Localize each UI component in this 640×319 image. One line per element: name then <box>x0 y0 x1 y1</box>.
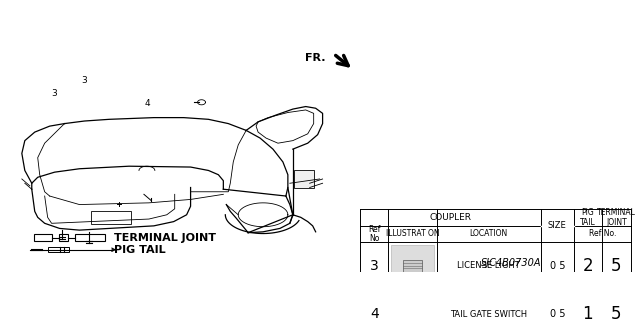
Text: COUPLER: COUPLER <box>429 213 472 222</box>
Bar <box>391 245 434 286</box>
Text: 3: 3 <box>370 259 379 273</box>
Text: 0 5: 0 5 <box>550 309 565 319</box>
Text: TERMINAL
JOINT: TERMINAL JOINT <box>597 208 636 227</box>
Bar <box>403 260 422 272</box>
Text: 5: 5 <box>611 257 621 275</box>
Bar <box>294 170 314 188</box>
Bar <box>92 211 131 224</box>
Text: SJC4B0730A: SJC4B0730A <box>481 257 541 268</box>
Text: LICENSE LIGHT: LICENSE LIGHT <box>458 261 520 271</box>
Text: 4: 4 <box>144 100 150 108</box>
Bar <box>76 234 105 241</box>
Bar <box>391 293 434 319</box>
Bar <box>34 234 52 241</box>
Text: 4: 4 <box>370 307 379 319</box>
Text: FR.: FR. <box>305 53 326 63</box>
Text: LOCATION: LOCATION <box>470 229 508 239</box>
Bar <box>47 247 70 252</box>
Bar <box>59 234 68 241</box>
Text: PIG TAIL: PIG TAIL <box>114 245 166 255</box>
Text: 1: 1 <box>582 305 593 319</box>
Text: PIG
TAIL: PIG TAIL <box>580 208 595 227</box>
Text: 3: 3 <box>81 76 87 85</box>
Text: SIZE: SIZE <box>548 221 567 230</box>
Text: TAIL GATE SWITCH: TAIL GATE SWITCH <box>451 309 527 319</box>
Text: 3: 3 <box>52 89 58 98</box>
Text: Ref No.: Ref No. <box>589 229 616 239</box>
Text: 0 5: 0 5 <box>550 261 565 271</box>
Text: Ref
No: Ref No <box>368 225 380 243</box>
Text: ILLUSTRAT ON: ILLUSTRAT ON <box>386 229 439 239</box>
Text: 5: 5 <box>611 305 621 319</box>
Text: 2: 2 <box>582 257 593 275</box>
Text: TERMINAL JOINT: TERMINAL JOINT <box>114 233 216 243</box>
Bar <box>403 308 422 319</box>
